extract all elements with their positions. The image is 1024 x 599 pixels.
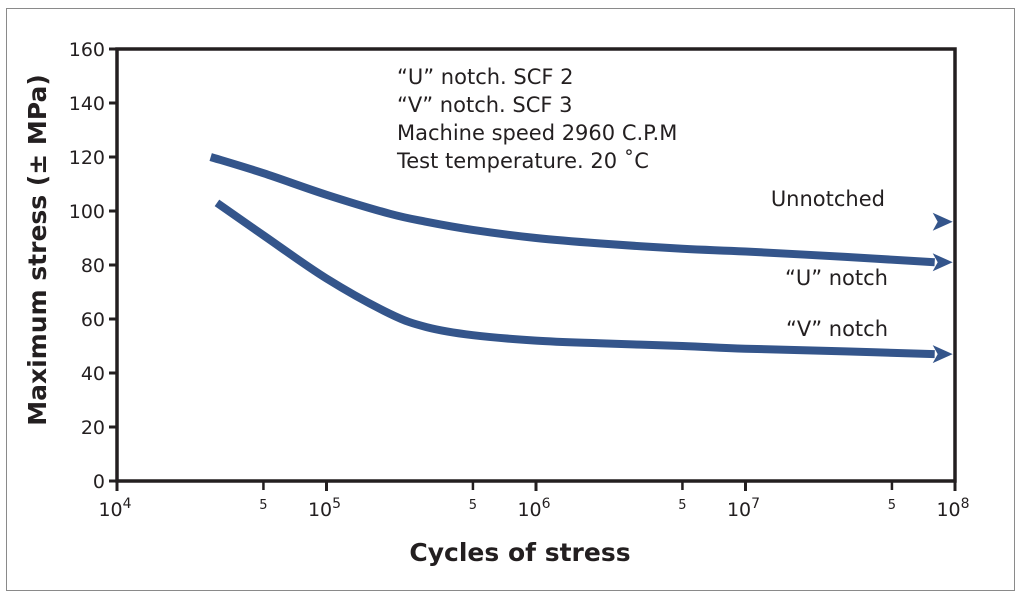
unnotched-arrow-marker — [932, 212, 953, 231]
series-label-v-notch: “V” notch — [786, 317, 888, 341]
x-major-tick-label: 108 — [936, 496, 969, 521]
x-major-tick-label: 106 — [517, 496, 550, 521]
x-axis-title: Cycles of stress — [409, 538, 630, 567]
y-tick-label: 120 — [69, 147, 105, 169]
x-ticks: 104 105 106 107 108 5 5 5 5 — [98, 481, 970, 521]
y-tick-label: 100 — [69, 201, 105, 223]
x-minor-tick-label: 5 — [469, 498, 477, 513]
y-axis-title: Maximum stress (± MPa) — [23, 74, 52, 426]
y-tick-label: 160 — [69, 39, 105, 61]
y-ticks: 0 20 40 60 80 100 120 140 160 — [69, 39, 117, 493]
y-tick-label: 80 — [81, 255, 105, 277]
x-major-tick-label: 104 — [98, 496, 131, 521]
y-tick-label: 40 — [81, 363, 105, 385]
u-notch-arrow-head — [932, 253, 953, 272]
x-major-tick-label: 107 — [727, 496, 760, 521]
annotation-machine-speed: Machine speed 2960 C.P.M — [397, 121, 677, 145]
x-minor-tick-label: 5 — [678, 498, 686, 513]
series-group — [209, 153, 953, 364]
figure-frame — [6, 8, 1015, 591]
y-tick-label: 0 — [93, 471, 105, 493]
annotation-u-notch-scf: “U” notch. SCF 2 — [397, 65, 574, 89]
v-notch-curve — [214, 199, 935, 359]
y-tick-label: 140 — [69, 93, 105, 115]
y-tick-label: 20 — [81, 417, 105, 439]
series-label-u-notch: “U” notch — [785, 266, 888, 290]
annotation-v-notch-scf: “V” notch. SCF 3 — [397, 93, 573, 117]
series-label-unnotched: Unnotched — [771, 187, 885, 211]
x-minor-tick-label: 5 — [888, 498, 896, 513]
y-tick-label: 60 — [81, 309, 105, 331]
annotation-test-temperature: Test temperature. 20 ˚C — [396, 149, 649, 173]
u-notch-curve — [209, 153, 935, 267]
x-minor-tick-label: 5 — [259, 498, 267, 513]
x-major-tick-label: 105 — [308, 496, 341, 521]
v-notch-arrow-head — [932, 345, 953, 364]
